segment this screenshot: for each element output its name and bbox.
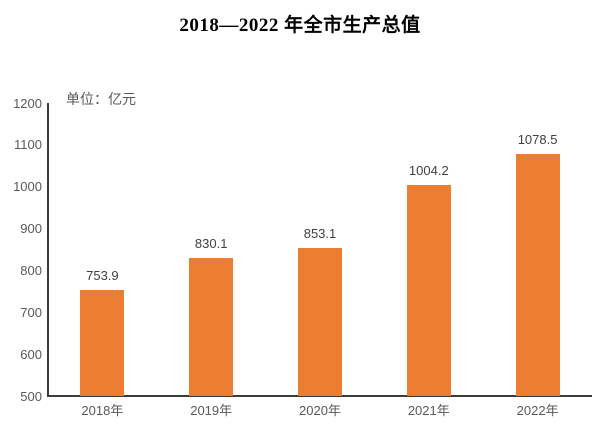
bar-value-label: 753.9 — [86, 267, 119, 283]
y-axis-tick-label: 1100 — [14, 137, 42, 153]
x-axis-tick-label: 2021年 — [407, 403, 450, 418]
bar-value-label: 1078.5 — [517, 131, 558, 147]
y-axis-tick-label: 800 — [20, 262, 42, 278]
bar-2022年 — [515, 153, 560, 396]
bar-2020年 — [298, 248, 342, 396]
bar-value-label: 853.1 — [303, 226, 337, 242]
bar-2018年 — [80, 289, 125, 396]
bar-2019年 — [189, 257, 234, 396]
x-axis-line — [47, 395, 592, 397]
y-axis-tick-label: 1200 — [13, 95, 42, 111]
bar-value-label: 830.1 — [194, 235, 228, 251]
y-axis-tick-label: 900 — [20, 221, 42, 237]
y-axis-line — [47, 103, 49, 396]
chart-title: 2018—2022 年全市生产总值 — [179, 15, 421, 36]
unit-label: 单位：亿元 — [66, 91, 136, 107]
y-axis-tick-label: 700 — [20, 304, 42, 320]
y-axis-tick-label: 1000 — [13, 179, 42, 195]
y-axis-tick-label: 600 — [20, 346, 42, 362]
bar-value-label: 1004.2 — [408, 162, 449, 178]
x-axis-tick-label: 2022年 — [516, 403, 559, 418]
x-axis-tick-label: 2019年 — [190, 403, 233, 418]
y-axis-tick-label: 500 — [20, 388, 42, 404]
x-axis-tick-label: 2018年 — [81, 403, 124, 418]
x-axis-tick-label: 2020年 — [299, 403, 341, 418]
bar-2021年 — [406, 184, 451, 396]
